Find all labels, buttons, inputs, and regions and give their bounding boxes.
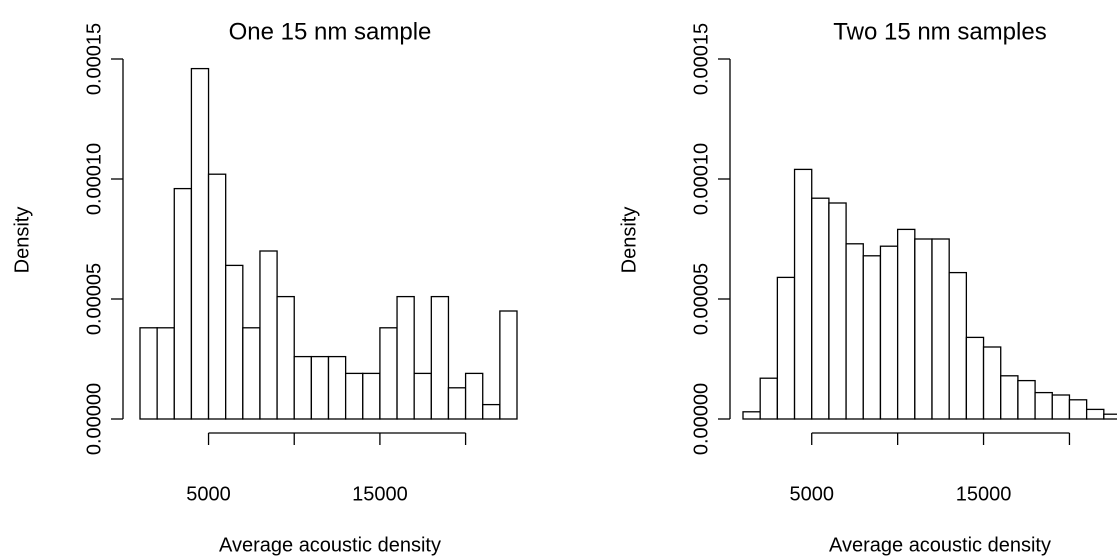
bar [379, 327, 398, 420]
y-axis-label: Density [11, 207, 33, 274]
bar [310, 355, 330, 420]
y-tick-label: 0.00010 [83, 143, 105, 215]
bar [811, 197, 830, 420]
y-tick-label: 0.00000 [690, 383, 712, 455]
bar [862, 255, 882, 420]
chart-title: Two 15 nm samples [833, 18, 1046, 45]
bar [276, 295, 295, 420]
x-tick-label: 15000 [352, 483, 408, 505]
bar [896, 228, 916, 420]
y-axis-label: Density [618, 207, 640, 274]
bar [447, 387, 467, 420]
y-tick-label: 0.00015 [83, 23, 105, 95]
bar [914, 238, 933, 420]
bar [1103, 413, 1117, 420]
y-tick-label: 0.00000 [83, 383, 105, 455]
y-tick-label: 0.00005 [83, 263, 105, 335]
bar [259, 250, 278, 420]
bar [742, 411, 761, 420]
x-tick-label: 15000 [956, 483, 1012, 505]
bar [845, 243, 864, 420]
bar [965, 336, 985, 420]
bar [1000, 375, 1019, 420]
bar [139, 327, 158, 420]
bar [759, 377, 779, 420]
bar [362, 372, 381, 420]
bar [207, 173, 227, 420]
bar [776, 276, 796, 420]
bar [327, 355, 347, 420]
bar [828, 202, 847, 420]
bar [173, 187, 193, 420]
bar [1017, 379, 1036, 420]
bar [931, 238, 950, 420]
x-tick-label: 5000 [186, 483, 231, 505]
bar [156, 327, 175, 420]
bar [464, 372, 484, 420]
bar [948, 271, 968, 420]
x-axis-label: Average acoustic density [219, 534, 441, 556]
bar [242, 327, 261, 420]
bar [1034, 391, 1053, 420]
bar [190, 67, 210, 420]
bar [396, 295, 415, 420]
y-tick-label: 0.00005 [690, 263, 712, 335]
x-tick-label: 5000 [789, 483, 834, 505]
y-tick-label: 0.00015 [690, 23, 712, 95]
y-tick-label: 0.00010 [690, 143, 712, 215]
bar [430, 295, 450, 420]
bar [499, 310, 518, 420]
bar [225, 264, 244, 420]
chart-title: One 15 nm sample [229, 18, 432, 45]
bar [879, 245, 899, 420]
bar [1068, 399, 1088, 420]
bar [793, 168, 813, 420]
x-axis-label: Average acoustic density [829, 534, 1051, 556]
bar [482, 403, 501, 420]
bar [413, 372, 432, 420]
bar [982, 346, 1002, 420]
bar [293, 355, 313, 420]
bar [1051, 394, 1071, 420]
bar [344, 372, 364, 420]
bar [1085, 408, 1105, 420]
